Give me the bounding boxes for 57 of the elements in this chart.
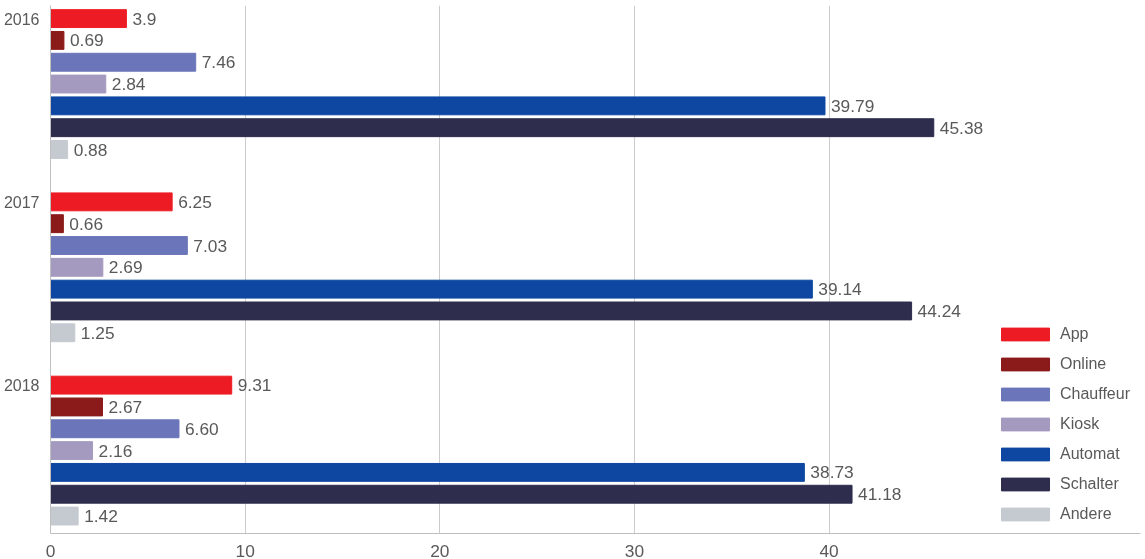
data-label: 2.16 <box>98 440 133 461</box>
bar <box>50 140 69 159</box>
data-label: 6.25 <box>178 191 212 212</box>
x-tick-label: 0 <box>45 540 56 559</box>
y-tick-label: 2016 <box>3 10 40 28</box>
legend-label: Kiosk <box>1060 415 1100 433</box>
bar <box>50 506 79 526</box>
legend-label: Andere <box>1060 505 1112 523</box>
data-label: 9.31 <box>237 375 272 396</box>
x-tick-label: 30 <box>624 540 645 559</box>
x-tick-label: 20 <box>430 540 450 559</box>
data-label: 38.73 <box>810 462 854 483</box>
data-label: 1.42 <box>84 506 118 527</box>
bar <box>50 323 76 343</box>
bar <box>50 375 233 395</box>
legend-label: App <box>1060 325 1089 343</box>
bar <box>50 484 853 504</box>
bar <box>50 118 935 138</box>
data-label: 45.38 <box>939 117 984 138</box>
data-label: 0.69 <box>69 30 104 51</box>
bar <box>50 236 188 255</box>
bar <box>50 462 805 482</box>
data-label: 3.9 <box>132 8 157 29</box>
data-label: 2.84 <box>111 74 146 95</box>
bar <box>50 9 127 29</box>
data-label: 41.18 <box>858 484 902 505</box>
data-label: 44.24 <box>917 300 962 321</box>
data-label: 39.14 <box>818 279 863 300</box>
bar <box>50 397 103 417</box>
data-label: 2.69 <box>108 257 143 278</box>
legend-label: Schalter <box>1060 475 1119 493</box>
data-label: 6.60 <box>184 418 219 439</box>
data-label: 0.88 <box>73 139 108 160</box>
bar <box>50 74 107 94</box>
data-label: 1.25 <box>80 322 115 343</box>
bar <box>50 419 180 439</box>
bar <box>50 192 173 212</box>
bar <box>50 301 913 321</box>
data-label: 7.46 <box>201 52 236 73</box>
legend-label: Automat <box>1060 445 1120 463</box>
bar <box>50 279 813 299</box>
bar <box>50 257 104 277</box>
y-tick-label: 2018 <box>3 377 40 395</box>
bar <box>50 96 826 116</box>
data-label: 2.67 <box>108 396 143 417</box>
bar <box>50 214 64 234</box>
bar <box>50 441 94 461</box>
bar <box>50 52 197 72</box>
y-tick-label: 2017 <box>3 193 40 211</box>
bar <box>50 30 65 50</box>
x-tick-label: 10 <box>235 540 255 559</box>
x-tick-label: 40 <box>819 540 839 559</box>
legend-label: Online <box>1060 355 1107 373</box>
data-label: 7.03 <box>193 235 228 256</box>
data-label: 39.79 <box>830 95 875 116</box>
data-label: 0.66 <box>69 213 104 234</box>
legend-label: Chauffeur <box>1060 385 1130 403</box>
